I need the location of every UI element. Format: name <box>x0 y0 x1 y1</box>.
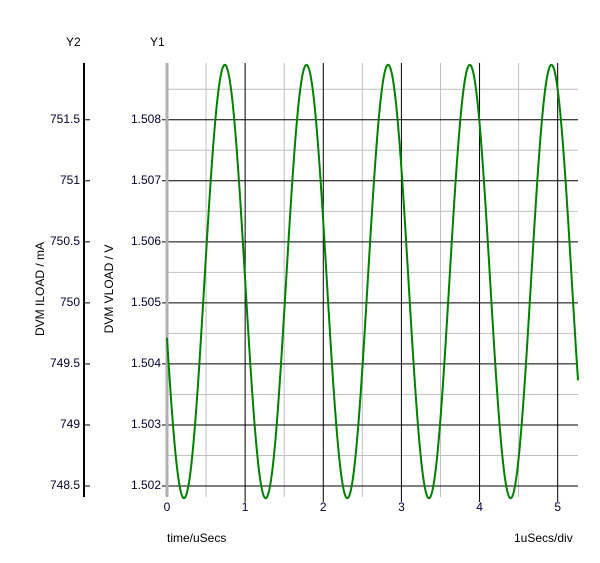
y2-header: Y2 <box>66 35 81 49</box>
y2-tick-label: 750.5 <box>49 233 80 248</box>
y2-axis-label: DVM ILOAD / mA <box>33 242 47 337</box>
y2-tick-label: 751.5 <box>49 111 80 126</box>
x-tick-label: 5 <box>554 500 562 514</box>
y1-tick-label: 1.508 <box>130 111 161 126</box>
y1-tick-label: 1.506 <box>130 233 161 248</box>
y2-tick-label: 749.5 <box>49 355 80 370</box>
y1-axis-label: DVM VLOAD / V <box>102 244 116 334</box>
y2-tick-label: 751 <box>59 172 80 187</box>
series-line <box>166 63 579 500</box>
x-scale-label: 1uSecs/div <box>514 531 573 545</box>
y1-tick-label: 1.503 <box>130 416 161 431</box>
y1-tick-label: 1.502 <box>130 478 161 492</box>
x-tick-label: 3 <box>398 500 405 514</box>
x-tick-label: 2 <box>319 500 327 514</box>
x-axis-label: time/uSecs <box>167 531 227 545</box>
y2-tick-label: 749 <box>59 416 80 431</box>
y1-header: Y1 <box>150 35 165 49</box>
y2-tick-label: 750 <box>59 294 80 309</box>
y2-tick-label: 748.5 <box>49 478 80 492</box>
x-tick-label: 0 <box>163 500 171 514</box>
y1-tick-label: 1.504 <box>130 355 161 370</box>
y1-tick-label: 1.507 <box>130 172 161 187</box>
y1-tick-label: 1.505 <box>130 294 161 309</box>
x-tick-label: 4 <box>476 500 483 514</box>
x-tick-label: 1 <box>241 500 249 514</box>
